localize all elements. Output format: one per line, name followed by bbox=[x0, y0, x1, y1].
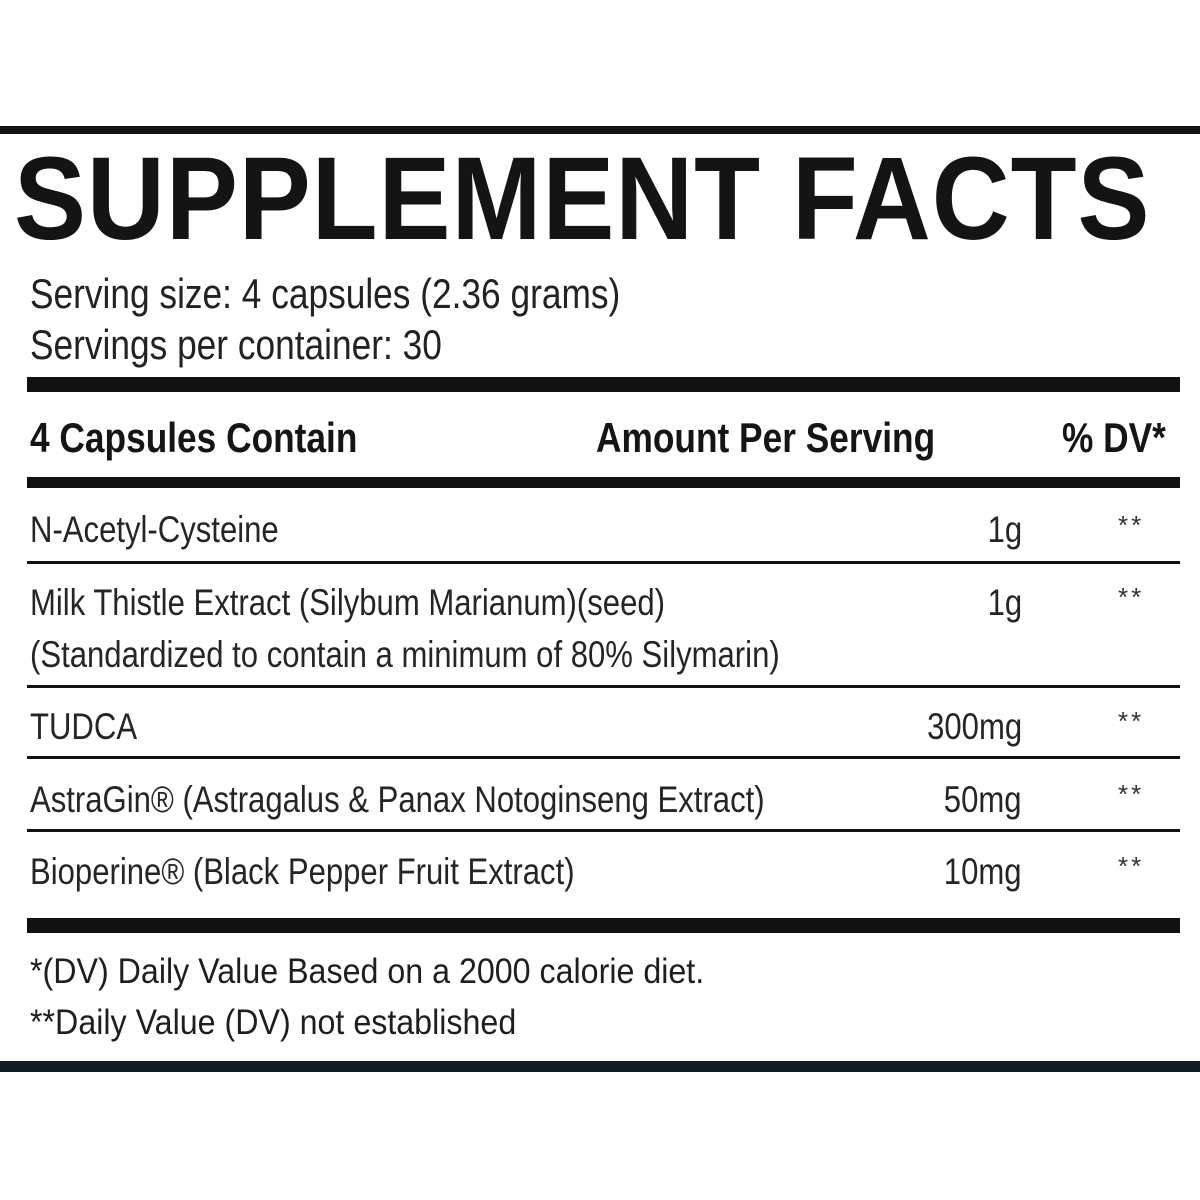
bottom-border bbox=[0, 1061, 1200, 1072]
ingredient-name: AstraGin® (Astragalus & Panax Notoginsen… bbox=[30, 779, 765, 820]
ingredient-name: TUDCA bbox=[30, 706, 138, 747]
row-divider bbox=[27, 685, 1180, 688]
header-divider bbox=[27, 477, 1180, 488]
thick-divider-bottom bbox=[27, 918, 1180, 933]
row-divider bbox=[27, 829, 1180, 832]
ingredient-amount: 300mg bbox=[926, 706, 1022, 747]
top-border bbox=[0, 126, 1200, 134]
header-amount: Amount Per Serving bbox=[596, 414, 936, 461]
ingredient-dv: ** bbox=[1118, 510, 1145, 540]
ingredient-name: Bioperine® (Black Pepper Fruit Extract) bbox=[30, 851, 575, 892]
row-divider bbox=[27, 561, 1180, 564]
servings-per-container: Servings per container: 30 bbox=[30, 321, 442, 368]
thick-divider bbox=[27, 377, 1180, 392]
footnote-dv: *(DV) Daily Value Based on a 2000 calori… bbox=[30, 952, 705, 991]
ingredient-name: Milk Thistle Extract (Silybum Marianum)(… bbox=[30, 582, 665, 623]
ingredient-amount: 10mg bbox=[944, 851, 1022, 892]
header-dv: % DV* bbox=[1062, 414, 1166, 461]
footnote-not-established: **Daily Value (DV) not established bbox=[30, 1003, 517, 1042]
ingredient-dv: ** bbox=[1118, 779, 1145, 809]
ingredient-dv: ** bbox=[1118, 706, 1145, 736]
row-divider bbox=[27, 756, 1180, 759]
ingredient-dv: ** bbox=[1118, 851, 1145, 881]
ingredient-amount: 50mg bbox=[944, 779, 1022, 820]
serving-size: Serving size: 4 capsules (2.36 grams) bbox=[30, 270, 621, 317]
panel-title: SUPPLEMENT FACTS bbox=[14, 133, 1151, 265]
ingredient-amount: 1g bbox=[987, 509, 1022, 550]
ingredient-name: N-Acetyl-Cysteine bbox=[30, 509, 279, 550]
ingredient-note: (Standardized to contain a minimum of 80… bbox=[30, 634, 780, 675]
ingredient-amount: 1g bbox=[987, 582, 1022, 623]
ingredient-dv: ** bbox=[1118, 582, 1145, 612]
header-ingredient: 4 Capsules Contain bbox=[30, 414, 358, 461]
